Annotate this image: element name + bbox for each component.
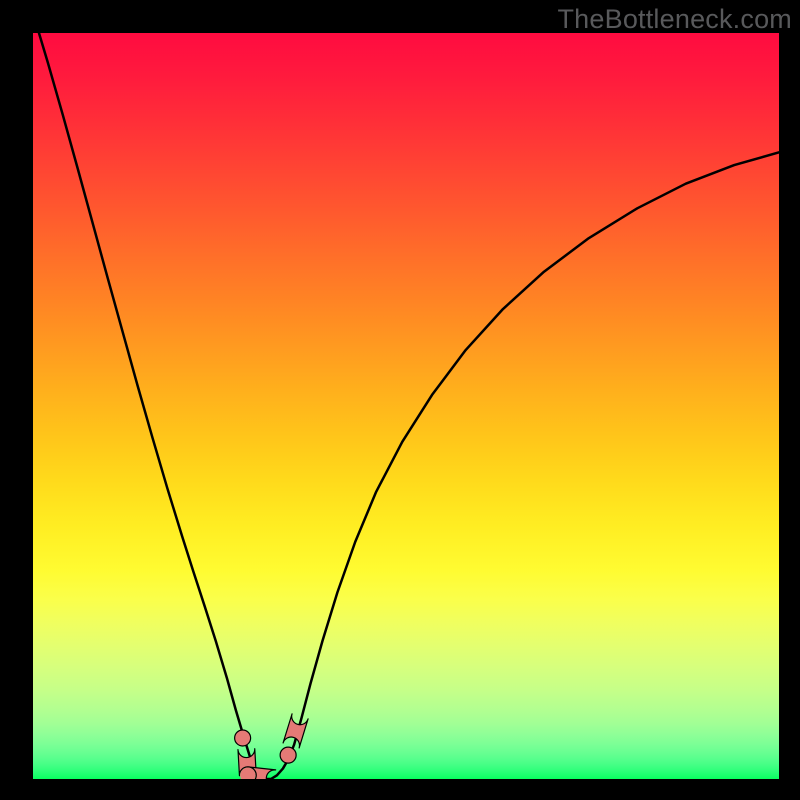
watermark-text: TheBottleneck.com — [557, 4, 792, 35]
plot-svg — [33, 33, 779, 779]
plot-area — [33, 33, 779, 779]
bottleneck-figure: TheBottleneck.com — [0, 0, 800, 800]
